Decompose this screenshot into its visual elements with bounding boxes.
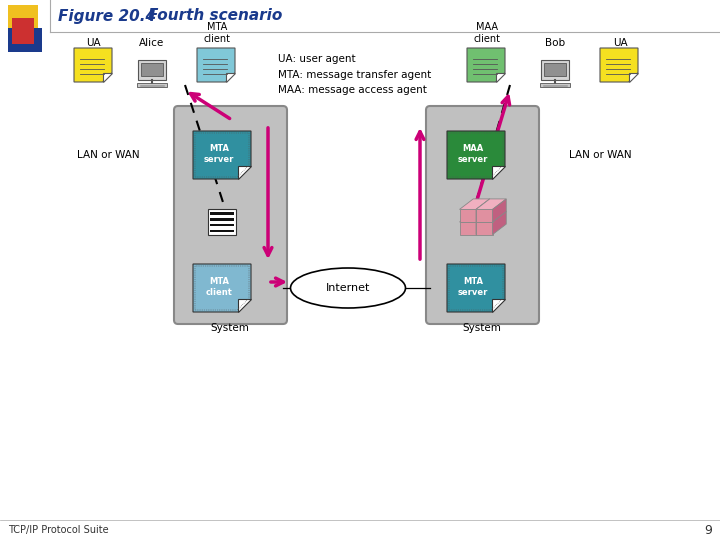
Text: MAA
client: MAA client (474, 22, 500, 44)
Polygon shape (459, 212, 490, 222)
Text: Internet: Internet (326, 283, 370, 293)
Polygon shape (193, 264, 251, 312)
Polygon shape (476, 210, 492, 222)
Polygon shape (476, 212, 490, 234)
FancyBboxPatch shape (210, 224, 234, 226)
Polygon shape (476, 199, 490, 222)
Polygon shape (492, 212, 506, 234)
FancyBboxPatch shape (541, 60, 569, 80)
Polygon shape (12, 18, 34, 44)
Text: Figure 20.4: Figure 20.4 (58, 9, 156, 24)
Polygon shape (476, 199, 506, 210)
Text: UA: UA (86, 38, 100, 48)
Polygon shape (447, 131, 505, 179)
Polygon shape (495, 72, 505, 82)
Text: Bob: Bob (545, 38, 565, 48)
Polygon shape (492, 199, 506, 222)
FancyBboxPatch shape (426, 106, 539, 324)
Polygon shape (225, 72, 235, 82)
Polygon shape (238, 166, 251, 179)
Ellipse shape (290, 268, 405, 308)
FancyBboxPatch shape (210, 230, 234, 232)
Polygon shape (102, 72, 112, 82)
Polygon shape (141, 63, 163, 76)
Polygon shape (467, 48, 505, 82)
Text: System: System (462, 323, 501, 333)
FancyBboxPatch shape (174, 106, 287, 324)
FancyBboxPatch shape (208, 209, 236, 235)
Polygon shape (600, 48, 638, 82)
FancyBboxPatch shape (137, 83, 167, 87)
Text: MTA
client: MTA client (206, 278, 233, 297)
FancyBboxPatch shape (540, 83, 570, 87)
Polygon shape (8, 5, 38, 30)
Text: System: System (210, 323, 249, 333)
Polygon shape (238, 299, 251, 312)
Text: UA: UA (613, 38, 627, 48)
Text: LAN or WAN: LAN or WAN (77, 150, 139, 160)
Text: TCP/IP Protocol Suite: TCP/IP Protocol Suite (8, 525, 109, 535)
FancyBboxPatch shape (210, 212, 234, 215)
FancyBboxPatch shape (138, 60, 166, 80)
Text: MAA
server: MAA server (458, 144, 488, 164)
Polygon shape (193, 131, 251, 179)
Text: MTA
server: MTA server (458, 278, 488, 297)
Polygon shape (8, 28, 42, 52)
Text: MTA
server: MTA server (204, 144, 234, 164)
Polygon shape (197, 48, 235, 82)
Polygon shape (447, 264, 505, 312)
Text: LAN or WAN: LAN or WAN (569, 150, 631, 160)
Polygon shape (492, 299, 505, 312)
Text: UA: user agent
MTA: message transfer agent
MAA: message access agent: UA: user agent MTA: message transfer age… (278, 54, 431, 95)
Polygon shape (544, 63, 565, 76)
Text: Fourth scenario: Fourth scenario (148, 9, 282, 24)
Polygon shape (459, 222, 476, 234)
Polygon shape (629, 72, 638, 82)
Text: 9: 9 (704, 523, 712, 537)
Text: Alice: Alice (140, 38, 165, 48)
Polygon shape (459, 199, 490, 210)
Polygon shape (476, 212, 506, 222)
Polygon shape (492, 166, 505, 179)
Polygon shape (459, 210, 476, 222)
Polygon shape (74, 48, 112, 82)
Polygon shape (476, 222, 492, 234)
Text: MTA
client: MTA client (204, 22, 230, 44)
FancyBboxPatch shape (210, 218, 234, 220)
